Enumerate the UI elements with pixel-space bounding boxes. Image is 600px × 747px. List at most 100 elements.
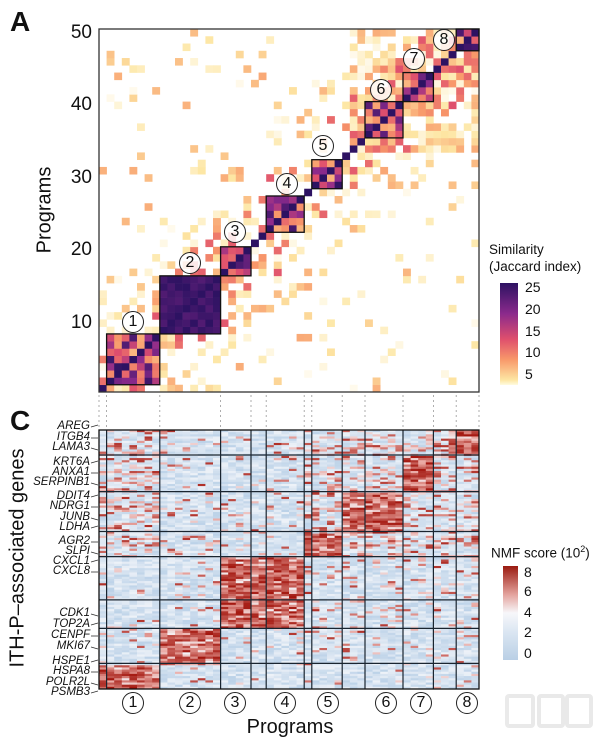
nmf-cell [403, 516, 411, 519]
nmf-cell [114, 570, 123, 573]
nmf-cell [395, 440, 404, 444]
nmf-cell [220, 563, 229, 567]
nmf-cell [441, 527, 449, 530]
heatmap-cell [266, 232, 275, 240]
nmf-cell [197, 565, 206, 569]
nmf-cell [190, 520, 199, 524]
nmf-cell [372, 509, 381, 513]
nmf-cell [334, 611, 343, 614]
nmf-cell [190, 578, 199, 582]
nmf-cell [99, 570, 107, 573]
nmf-cell [175, 445, 183, 448]
nmf-cell [311, 546, 320, 550]
heatmap-cell [463, 50, 472, 59]
nmf-cell [281, 591, 290, 595]
nmf-cell [403, 574, 411, 578]
heatmap-cell [395, 137, 404, 146]
nmf-cell [334, 509, 343, 513]
nmf-cell [228, 591, 237, 595]
nmf-cell [182, 477, 191, 480]
heatmap-cell [159, 384, 168, 393]
nmf-cell [463, 447, 472, 450]
nmf-cell [114, 447, 123, 450]
nmf-cell [144, 537, 153, 541]
nmf-cell [410, 533, 419, 537]
nmf-cell [441, 460, 449, 463]
nmf-cell [106, 542, 115, 545]
nmf-cell [167, 468, 176, 472]
nmf-cell [395, 591, 404, 595]
nmf-cell [441, 518, 449, 521]
nmf-cell [281, 464, 290, 467]
nmf-cell [258, 509, 267, 513]
nmf-cell [433, 529, 442, 532]
heatmap-cell [425, 58, 434, 66]
nmf-cell [471, 481, 480, 485]
nmf-cell [403, 509, 411, 513]
nmf-cell [433, 581, 442, 584]
nmf-cell [121, 611, 130, 614]
nmf-cell [106, 438, 115, 442]
nmf-cell [114, 434, 123, 437]
nmf-cell [289, 464, 297, 467]
nmf-cell [129, 499, 138, 502]
nmf-cell [106, 574, 115, 578]
nmf-cell [167, 486, 176, 489]
nmf-cell [273, 570, 282, 573]
nmf-cell [273, 535, 282, 539]
nmf-cell [190, 430, 199, 433]
nmf-cell [342, 533, 351, 537]
nmf-cell [190, 505, 199, 508]
nmf-cell [357, 544, 366, 547]
nmf-cell [243, 529, 252, 532]
nmf-cell [334, 574, 343, 578]
nmf-cell [471, 524, 480, 528]
nmf-cell [365, 436, 373, 439]
nmf-cell [235, 499, 244, 502]
nmf-cell [121, 501, 130, 504]
nmf-cell [197, 522, 206, 526]
nmf-cell [456, 455, 465, 459]
nmf-cell [197, 583, 206, 586]
nmf-cell [387, 462, 396, 465]
nmf-cell [304, 464, 313, 467]
nmf-cell [273, 499, 282, 502]
nmf-cell [159, 533, 168, 537]
nmf-cell [403, 540, 411, 543]
nmf-cell [395, 531, 404, 534]
nmf-cell [114, 477, 123, 480]
nmf-cell [365, 501, 373, 504]
nmf-cell [243, 492, 252, 496]
nmf-cell [266, 434, 275, 437]
nmf-cell [152, 561, 161, 565]
nmf-cell [342, 589, 351, 593]
heatmap-cell [327, 181, 335, 190]
nmf-cell [410, 581, 419, 584]
nmf-cell [433, 565, 442, 569]
nmf-cell [463, 602, 472, 606]
nmf-cell [425, 535, 434, 539]
nmf-cell [106, 468, 115, 472]
nmf-cell [182, 481, 191, 485]
heatmap-cell [357, 65, 366, 73]
nmf-cell [448, 535, 457, 539]
nmf-cell [182, 496, 191, 500]
nmf-cell [410, 477, 419, 480]
nmf-cell [441, 548, 449, 552]
nmf-cell [463, 589, 472, 593]
nmf-cell [137, 501, 145, 504]
nmf-cell [463, 524, 472, 528]
nmf-cell [121, 578, 130, 582]
nmf-cell [448, 483, 457, 487]
nmf-cell [137, 514, 145, 517]
nmf-cell [448, 494, 457, 498]
nmf-cell [349, 522, 358, 526]
nmf-cell [228, 531, 237, 534]
nmf-cell [129, 458, 138, 461]
nmf-cell [137, 600, 145, 603]
nmf-cell [387, 574, 396, 578]
nmf-cell [228, 535, 237, 539]
nmf-cell [243, 499, 252, 502]
nmf-cell [380, 548, 389, 552]
nmf-cell [357, 473, 366, 476]
